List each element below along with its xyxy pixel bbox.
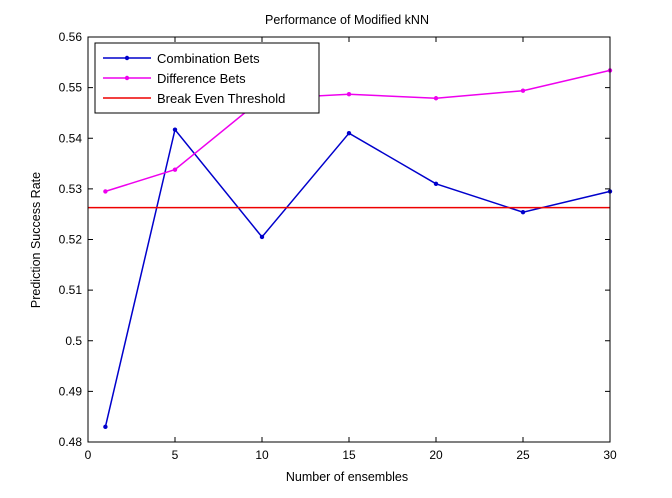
x-tick-label-6: 30 [603,448,617,462]
y-tick-label-1: 0.49 [59,384,83,398]
chart-title: Performance of Modified kNN [265,13,429,27]
legend-label-0: Combination Bets [157,51,260,66]
data-point-0-0 [103,424,108,430]
y-tick-label-8: 0.56 [59,30,83,44]
legend-marker-1 [124,75,130,81]
data-point-1-3 [346,92,352,97]
y-tick-label-7: 0.55 [59,81,83,95]
legend-label-2: Break Even Threshold [157,91,285,106]
plot-layer [88,68,613,430]
y-axis-label: Prediction Success Rate [29,172,43,308]
y-tick-label-5: 0.53 [59,182,83,196]
x-tick-labels: 0 5 10 15 20 25 30 [85,448,617,462]
data-point-0-4 [433,181,439,187]
data-point-1-4 [433,96,439,101]
x-tick-label-2: 10 [255,448,269,462]
y-tick-label-4: 0.52 [59,233,83,247]
legend-marker-0 [124,55,130,61]
data-point-1-5 [520,88,526,93]
x-tick-label-5: 25 [516,448,530,462]
x-tick-label-1: 5 [172,448,179,462]
x-tick-label-0: 0 [85,448,92,462]
legend-label-1: Difference Bets [157,71,246,86]
axes [87,36,611,443]
legend: Combination Bets Difference Bets Break Eve… [94,42,320,114]
y-tick-labels: 0.48 0.49 0.5 0.51 0.52 0.53 0.54 0.55 0.56 [59,30,83,449]
y-tick-label-2: 0.5 [65,334,82,348]
y-tick-label-0: 0.48 [59,435,83,449]
data-point-1-0 [103,189,108,194]
data-point-0-2 [259,234,265,240]
data-point-0-3 [346,130,352,136]
data-point-1-1 [172,167,178,172]
y-tick-label-6: 0.54 [59,131,83,145]
y-tick-label-3: 0.51 [59,283,83,297]
x-axis-label: Number of ensembles [286,470,408,484]
x-tick-label-4: 20 [429,448,443,462]
data-point-0-5 [520,209,526,215]
data-point-0-1 [172,127,178,132]
x-tick-label-3: 15 [342,448,356,462]
